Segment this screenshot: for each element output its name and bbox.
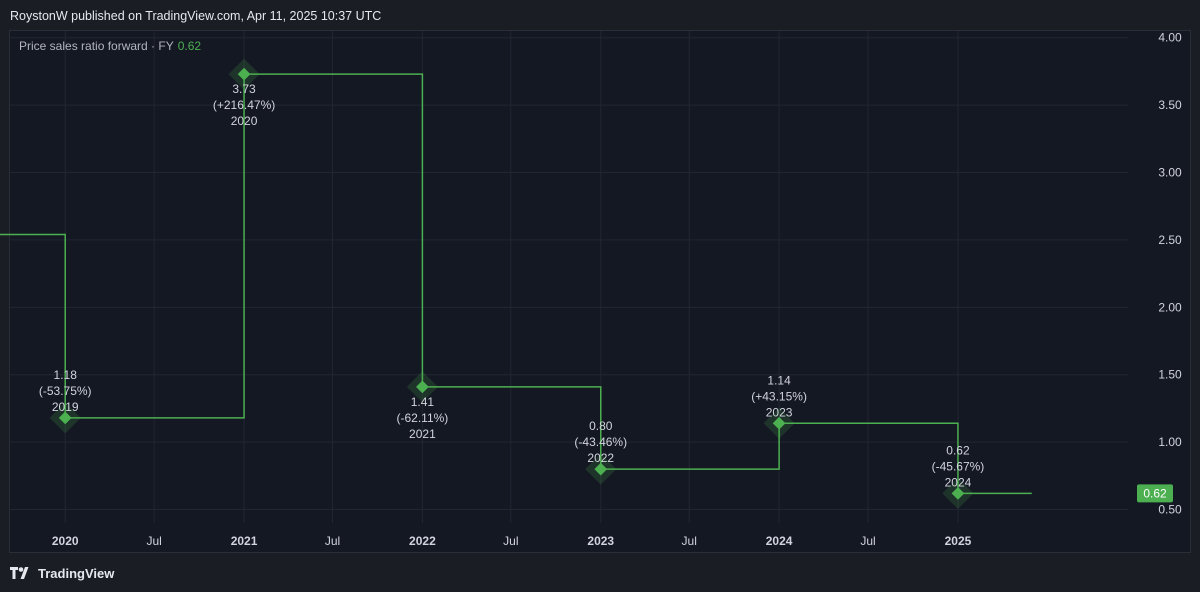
x-tick-label: 2021	[231, 534, 258, 548]
data-label-change: (-43.46%)	[574, 435, 627, 449]
data-label-change: (-62.11%)	[397, 411, 449, 425]
data-label-value: 3.73	[232, 82, 256, 96]
y-tick-label: 4.00	[1158, 31, 1182, 45]
last-value-badge	[1137, 484, 1173, 503]
x-tick-label: 2023	[587, 534, 614, 548]
last-value-badge-label: 0.62	[1143, 486, 1167, 500]
y-tick-label: 2.00	[1158, 300, 1182, 314]
data-label-year: 2022	[587, 451, 614, 465]
data-label-year: 2020	[231, 114, 258, 128]
y-tick-label: 0.50	[1158, 503, 1182, 517]
x-tick-label: Jul	[146, 534, 161, 548]
data-point-marker[interactable]	[58, 411, 72, 425]
data-label-year: 2024	[945, 475, 972, 489]
x-tick-label: Jul	[503, 534, 518, 548]
y-tick-label: 3.00	[1158, 166, 1182, 180]
x-tick-label: Jul	[860, 534, 875, 548]
brand-name: TradingView	[38, 565, 115, 581]
x-tick-label: Jul	[325, 534, 340, 548]
footer-brand[interactable]: TradingView	[10, 563, 114, 583]
data-label-change: (+216.47%)	[213, 98, 275, 112]
data-label-value: 1.41	[411, 395, 435, 409]
legend-label: Price sales ratio forward · FY	[19, 39, 174, 53]
x-tick-label: Jul	[682, 534, 697, 548]
data-label-change: (+43.15%)	[751, 389, 807, 403]
y-tick-label: 2.50	[1158, 233, 1182, 247]
data-label-change: (-53.75%)	[39, 384, 92, 398]
data-label-value: 0.80	[589, 419, 613, 433]
data-label-value: 1.14	[767, 373, 791, 387]
y-tick-label: 1.50	[1158, 368, 1182, 382]
data-label-value: 0.62	[946, 443, 970, 457]
data-label-year: 2019	[52, 400, 79, 414]
x-tick-label: 2024	[766, 534, 793, 548]
series-step-line[interactable]	[0, 73, 1032, 495]
y-tick-label: 3.50	[1158, 98, 1182, 112]
data-label-change: (-45.67%)	[932, 459, 985, 473]
y-tick-label: 1.00	[1158, 435, 1182, 449]
data-point-marker[interactable]	[416, 380, 429, 394]
publish-text: RoystonW published on TradingView.com, A…	[10, 9, 382, 23]
data-label-year: 2021	[409, 427, 436, 441]
data-label-value: 1.18	[54, 368, 78, 382]
x-tick-label: 2020	[52, 534, 79, 548]
x-tick-label: 2025	[945, 534, 972, 548]
x-tick-label: 2022	[409, 534, 436, 548]
tradingview-logo-icon	[10, 567, 29, 579]
data-point-marker[interactable]	[237, 67, 251, 81]
publish-header: RoystonW published on TradingView.com, A…	[0, 0, 1200, 30]
legend-value: 0.62	[177, 39, 202, 53]
data-label-year: 2023	[766, 405, 793, 419]
series-legend[interactable]: Price sales ratio forward · FY 0.62	[19, 39, 201, 53]
